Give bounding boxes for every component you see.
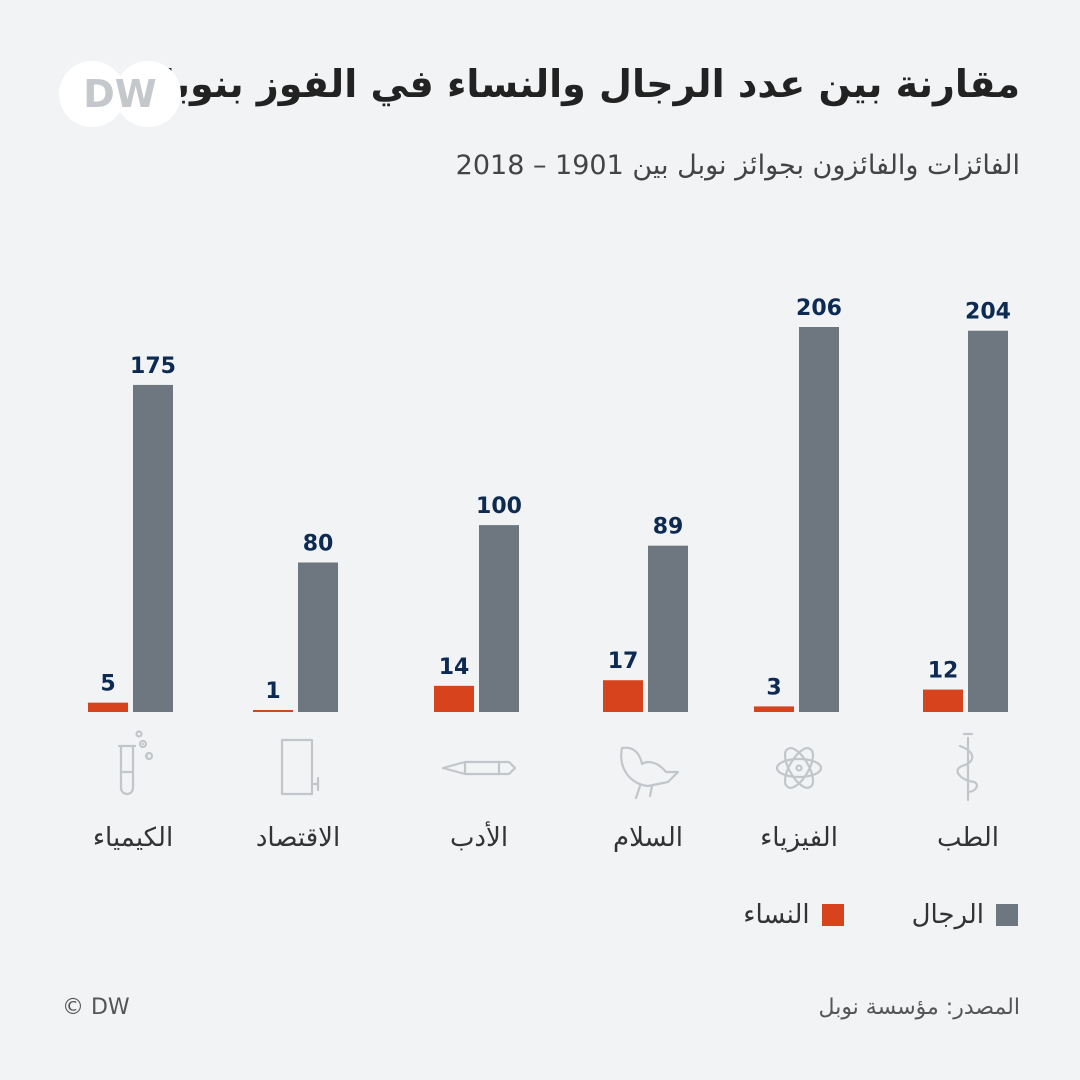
value-label-women-2: 17: [608, 649, 639, 674]
category-label-4: الاقتصاد: [256, 823, 340, 853]
value-label-men-2: 89: [653, 515, 684, 540]
copyright-note: © DW: [62, 995, 130, 1020]
bar-men-5: [133, 384, 173, 712]
chart-subtitle: الفائزات والفائزون بجوائز نوبل بين 1901 …: [455, 150, 1020, 181]
value-label-women-5: 5: [100, 672, 115, 697]
value-label-men-0: 204: [965, 300, 1011, 325]
bar-women-2: [603, 680, 643, 712]
bar-women-4: [253, 710, 293, 712]
legend-swatch-men: [996, 904, 1018, 926]
value-label-men-3: 100: [476, 494, 522, 519]
bar-men-4: [298, 562, 338, 712]
category-label-0: الطب: [937, 823, 999, 853]
icons-layer: [117, 730, 978, 802]
category-label-1: الفيزياء: [760, 823, 838, 853]
legend: الرجال النساء: [743, 900, 1018, 930]
bar-chart: 12 204 الطب 3 206 الفيزياء 17 89 السلام 14 100 الأد…: [88, 296, 1011, 853]
source-note: المصدر: مؤسسة نوبل: [818, 995, 1020, 1020]
category-label-5: الكيمياء: [93, 823, 173, 853]
value-label-women-1: 3: [766, 675, 781, 700]
bar-men-0: [968, 330, 1008, 712]
bar-women-0: [923, 689, 963, 712]
legend-label-women: النساء: [743, 900, 810, 930]
legend-item-women: النساء: [743, 900, 844, 930]
value-label-men-4: 80: [303, 531, 334, 556]
test-tube-icon: [117, 730, 154, 796]
value-label-men-1: 206: [796, 296, 842, 321]
bar-men-1: [799, 327, 839, 712]
value-label-women-3: 14: [439, 655, 470, 680]
legend-label-men: الرجال: [911, 900, 984, 930]
legend-item-men: الرجال: [912, 900, 1018, 930]
bar-women-3: [434, 685, 474, 712]
pen-icon: [441, 760, 517, 776]
chart-title: مقارنة بين عدد الرجال والنساء في الفوز ب…: [141, 62, 1020, 106]
medicine-icon: [956, 732, 978, 802]
atom-icon: [775, 747, 823, 789]
labels-layer: 12 204 الطب 3 206 الفيزياء 17 89 السلام 14 100 الأد…: [93, 296, 1011, 853]
dw-logo: DW: [59, 61, 181, 127]
bar-men-3: [479, 525, 519, 712]
bar-men-2: [648, 545, 688, 712]
dove-icon: [620, 746, 680, 800]
value-label-men-5: 175: [130, 354, 176, 379]
value-label-women-0: 12: [928, 659, 959, 684]
value-label-women-4: 1: [265, 679, 280, 704]
bar-women-5: [88, 702, 128, 712]
document-icon: [280, 738, 320, 796]
bar-women-1: [754, 706, 794, 712]
bars-layer: [88, 327, 1008, 712]
category-label-3: الأدب: [450, 820, 508, 853]
legend-swatch-women: [821, 904, 844, 926]
category-label-2: السلام: [613, 823, 683, 853]
logo-text: DW: [83, 72, 156, 116]
